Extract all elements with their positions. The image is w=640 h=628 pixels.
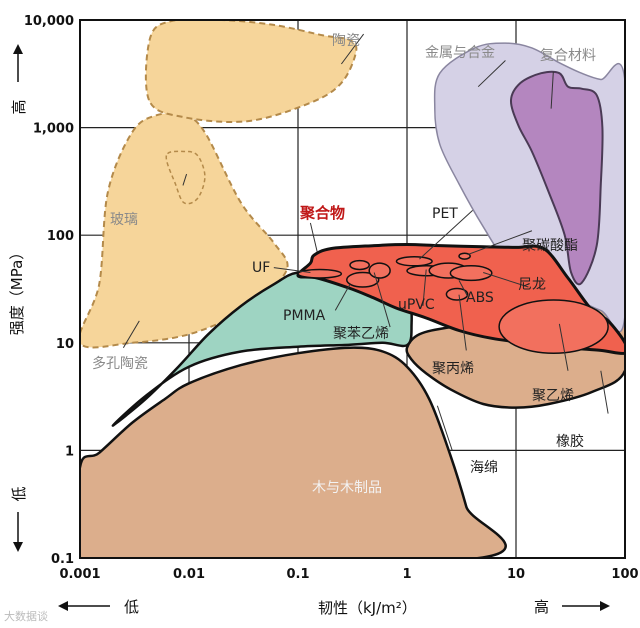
label-polystyrene: 聚苯乙烯 bbox=[333, 325, 389, 342]
leader-ceramics bbox=[340, 33, 365, 65]
label-nylon: 尼龙 bbox=[518, 277, 546, 293]
label-abs: ABS bbox=[466, 290, 494, 306]
polymer-ellipses bbox=[297, 252, 609, 354]
x-tick-label: 0.1 bbox=[286, 567, 309, 582]
region-wood bbox=[80, 346, 507, 558]
label-pmma: PMMA bbox=[283, 308, 326, 324]
y-high-arrow bbox=[13, 44, 23, 82]
region-composites bbox=[509, 70, 604, 286]
ellipse-abs-b bbox=[445, 287, 469, 301]
label-metals: 金属与合金 bbox=[425, 45, 495, 61]
ellipse-pe bbox=[498, 299, 609, 354]
arrow-left-icon bbox=[58, 601, 68, 611]
material-regions bbox=[80, 20, 625, 558]
ellipse-pet bbox=[395, 256, 433, 267]
plot-frame bbox=[79, 19, 626, 559]
region-porous-ceramics bbox=[80, 112, 289, 349]
leader-composites bbox=[550, 71, 554, 109]
label-wood: 木与木制品 bbox=[312, 480, 382, 496]
x-tick-label: 10 bbox=[507, 567, 525, 582]
leader-pp bbox=[458, 294, 467, 351]
label-pet: PET bbox=[432, 206, 458, 222]
x-tick-label: 100 bbox=[611, 567, 638, 582]
label-ceramics: 陶瓷 bbox=[332, 33, 360, 49]
y-tick-label: 1 bbox=[65, 444, 74, 459]
leader-polymers bbox=[309, 222, 318, 252]
x-high-arrow bbox=[562, 601, 610, 611]
label-pe: 聚乙烯 bbox=[532, 388, 574, 404]
x-axis-title: 韧性（kJ/m²） bbox=[318, 599, 417, 617]
y-tick-label: 10 bbox=[56, 337, 74, 352]
watermark: 大数据谈 bbox=[4, 609, 48, 623]
label-uf: UF bbox=[252, 260, 270, 276]
ellipse-pmma-b bbox=[345, 271, 380, 288]
label-glass: 玻璃 bbox=[110, 211, 138, 228]
y-tick-label: 1,000 bbox=[33, 122, 74, 137]
label-polymers: 聚合物 bbox=[299, 204, 345, 222]
leader-uf bbox=[273, 267, 311, 274]
leader-nylon bbox=[483, 272, 529, 288]
leader-pe bbox=[558, 323, 569, 371]
x-low-arrow bbox=[58, 601, 110, 611]
label-pc: 聚碳酸酯 bbox=[522, 238, 578, 254]
label-rubber: 橡胶 bbox=[556, 433, 584, 450]
label-upvc: uPVC bbox=[398, 297, 435, 313]
y-tick-label: 100 bbox=[47, 229, 74, 244]
leader-rubber bbox=[600, 370, 609, 414]
y-low-label: 低 bbox=[10, 486, 28, 501]
x-tick-label: 0.01 bbox=[173, 567, 205, 582]
ellipse-pmma-c bbox=[368, 262, 391, 279]
y-axis-title: 强度（MPa） bbox=[8, 245, 26, 336]
arrow-down-icon bbox=[13, 542, 23, 552]
x-tick-label: 0.001 bbox=[59, 567, 100, 582]
arrow-right-icon bbox=[600, 601, 610, 611]
ellipse-pmma-a bbox=[349, 259, 370, 271]
ellipse-nylon bbox=[449, 265, 493, 282]
y-tick-label: 0.1 bbox=[51, 552, 74, 567]
label-foam: 海绵 bbox=[470, 459, 498, 476]
leader-upvc bbox=[422, 269, 427, 306]
y-low-arrow bbox=[13, 512, 23, 552]
leader-glass bbox=[182, 173, 188, 186]
leader-lines bbox=[122, 33, 609, 451]
leader-pet bbox=[419, 210, 473, 260]
leader-polystyrene bbox=[373, 272, 391, 328]
ellipse-uf bbox=[297, 268, 343, 279]
leader-pc bbox=[467, 230, 533, 256]
ellipse-pc bbox=[458, 252, 471, 260]
leader-foam bbox=[436, 405, 453, 451]
tick-labels: 0.001 0.01 0.1 1 10 100 0.1 1 10 100 1,000 10,000 bbox=[24, 14, 639, 582]
leader-porous-ceramics bbox=[122, 320, 140, 348]
label-porous-ceramics: 多孔陶瓷 bbox=[92, 355, 148, 372]
x-low-label: 低 bbox=[124, 598, 139, 616]
leader-abs bbox=[458, 280, 469, 297]
y-high-label: 高 bbox=[10, 99, 28, 114]
leader-metals bbox=[477, 60, 506, 88]
x-high-label: 高 bbox=[534, 598, 549, 616]
leader-pmma bbox=[334, 284, 351, 311]
label-pp: 聚丙烯 bbox=[432, 361, 474, 377]
y-tick-label: 10,000 bbox=[24, 14, 74, 29]
label-composites: 复合材料 bbox=[540, 47, 596, 64]
x-tick-label: 1 bbox=[402, 567, 411, 582]
arrow-up-icon bbox=[13, 44, 23, 54]
